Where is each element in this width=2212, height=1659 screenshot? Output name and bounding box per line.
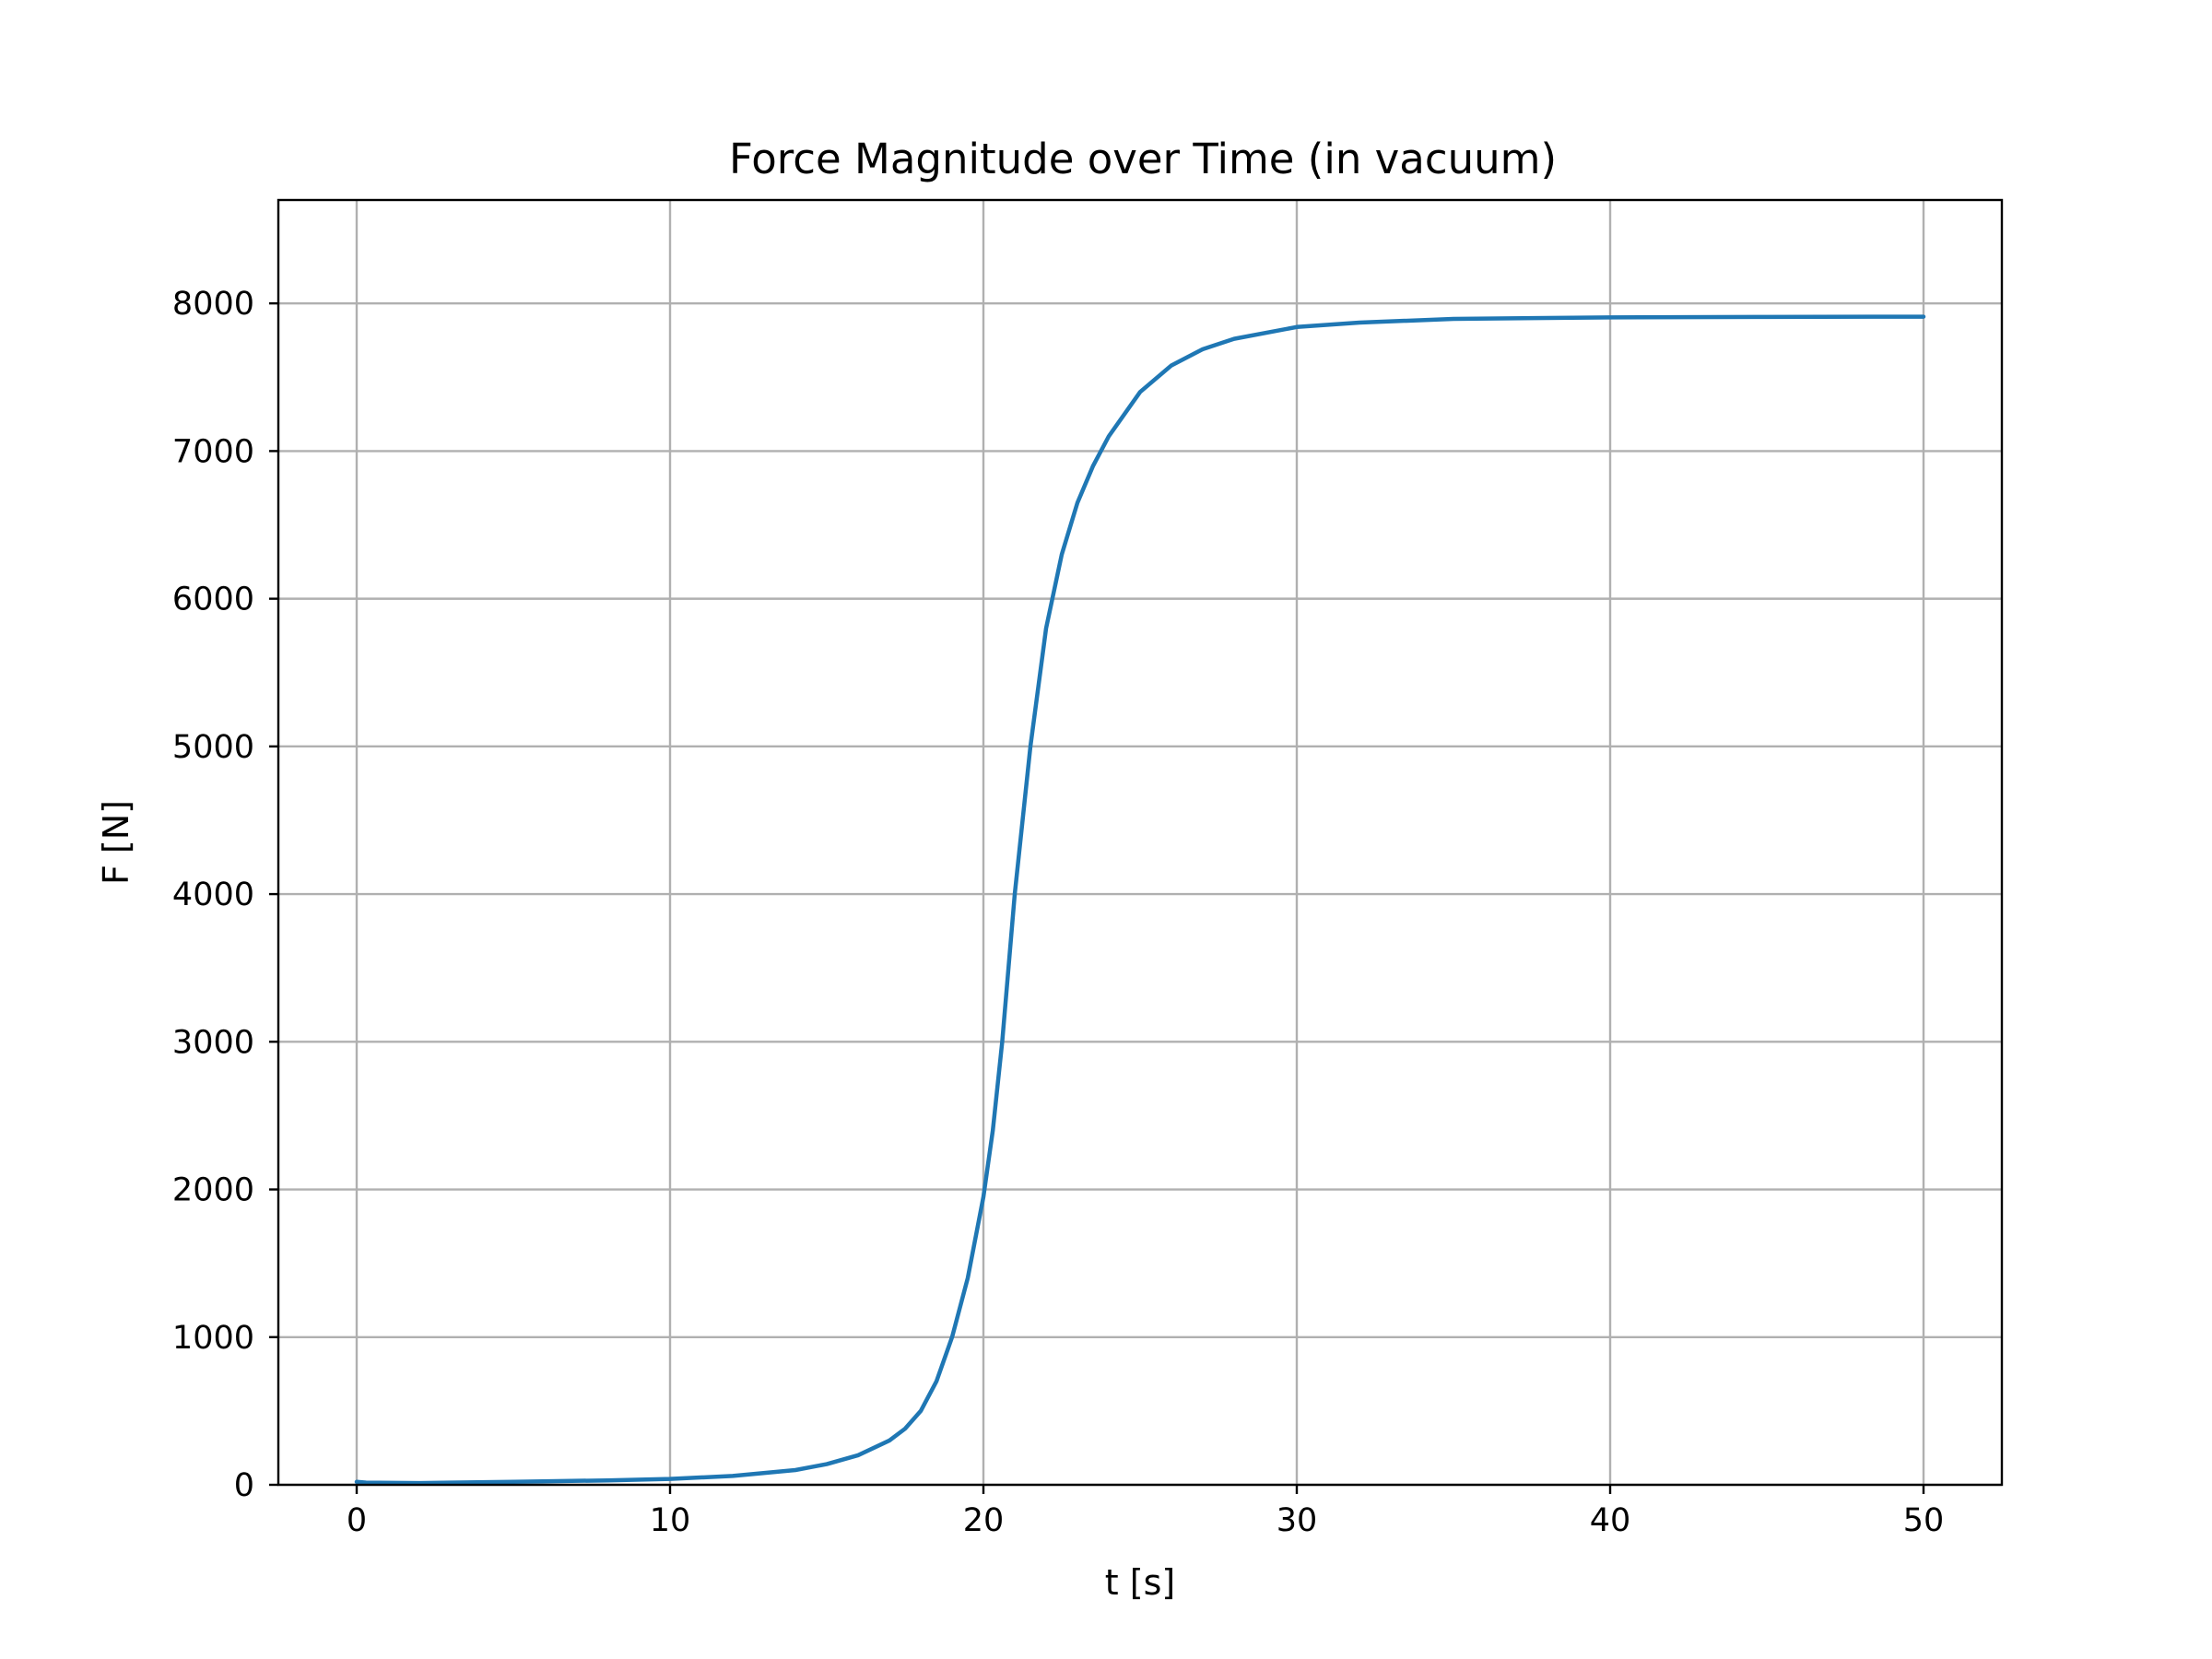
- y-tick-label: 7000: [172, 433, 254, 470]
- y-tick-label: 4000: [172, 877, 254, 913]
- y-tick-label: 1000: [172, 1320, 254, 1357]
- y-tick-label: 2000: [172, 1172, 254, 1209]
- series-line-F: [354, 314, 1926, 1486]
- y-tick-label: 6000: [172, 582, 254, 618]
- chart-title: Force Magnitude over Time (in vacuum): [729, 135, 1557, 183]
- y-axis-title: F [N]: [96, 800, 136, 885]
- series: [354, 314, 1926, 1486]
- plot-frame: [276, 198, 2004, 1487]
- x-tick-label: 20: [963, 1502, 1005, 1539]
- ticks: 0 10 20 30 40 50 0 1000 2000 3000 4000 5000 6000 7000…: [172, 286, 1944, 1539]
- y-tick-label: 3000: [172, 1024, 254, 1061]
- x-tick-label: 40: [1590, 1502, 1631, 1539]
- y-tick-label: 8000: [172, 286, 254, 323]
- x-tick-label: 50: [1903, 1502, 1945, 1539]
- x-tick-label: 10: [650, 1502, 691, 1539]
- y-tick-label: 5000: [172, 729, 254, 766]
- x-tick-label: 30: [1277, 1502, 1318, 1539]
- x-axis-title: t [s]: [1105, 1562, 1175, 1603]
- y-tick-label: 0: [234, 1467, 254, 1504]
- x-tick-label: 0: [347, 1502, 367, 1539]
- grid: [278, 200, 2002, 1487]
